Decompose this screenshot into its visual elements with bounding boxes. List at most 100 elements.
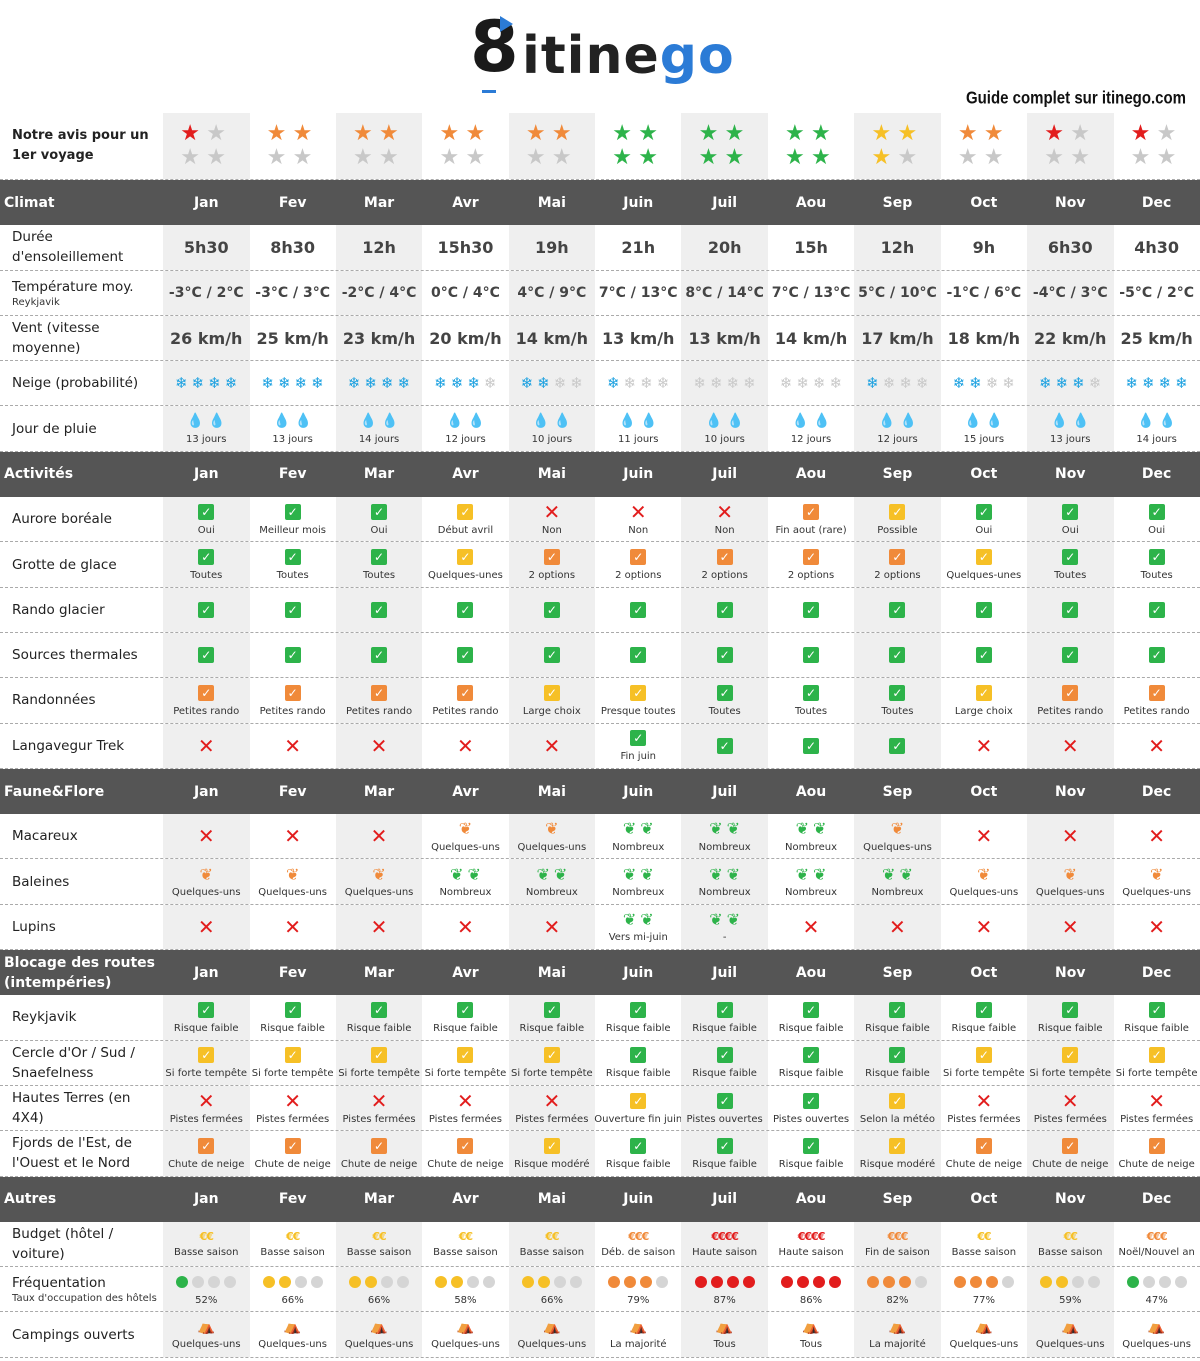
month-cell: ✕: [1113, 814, 1200, 858]
row-label-text: Lupins: [12, 918, 56, 935]
cell-caption: 2 options: [787, 570, 835, 582]
month-cell: ★ ★ ★ ★: [595, 113, 682, 179]
month-cell: ❄ ❄ ❄ ❄: [595, 361, 682, 405]
snow-level: ❄ ❄ ❄ ❄: [348, 374, 410, 392]
cross-icon: ✕: [716, 499, 734, 524]
status-icon: ✓: [284, 548, 301, 566]
month-cell: 12h: [854, 225, 941, 270]
month-cell: ★ ★ ★ ★: [941, 113, 1028, 179]
status-icon: ✓: [889, 646, 906, 664]
star-icon: ★: [638, 145, 658, 170]
occupancy-dot: [608, 1275, 621, 1288]
snowflake-icon: ❄: [553, 374, 567, 393]
month-cell: ✓: [854, 723, 941, 768]
cross-icon: ✕: [284, 733, 302, 758]
status-icon: ✓: [1062, 601, 1079, 619]
month-cell: ✓ Petites rando: [422, 678, 509, 722]
month-header: Dec: [1141, 466, 1172, 483]
month-cell: ✓ Quelques-unes: [941, 542, 1028, 586]
month-cell: -3°C / 2°C: [163, 270, 250, 315]
month-cell: ⛺ Quelques-uns: [941, 1312, 1028, 1356]
animal-icon: ❦: [458, 819, 473, 839]
data-row: Cercle d'Or / Sud / Snaefelness ✓ Si forte…: [0, 1040, 1200, 1086]
cell-value: 26 km/h: [170, 328, 243, 348]
snow-level: ❄ ❄ ❄ ❄: [1039, 374, 1101, 392]
raindrop-icon: 💧: [1158, 413, 1177, 430]
month-cell: Mai: [508, 180, 596, 226]
cell-value: 4°C / 9°C: [517, 284, 587, 301]
cell-value: 14 km/h: [515, 328, 589, 348]
fauna-icons: ❦ ❦: [796, 865, 827, 884]
cell-value: 22 km/h: [1034, 328, 1107, 348]
snowflake-icon: ❄: [743, 374, 756, 393]
cell-caption: Selon la météo: [859, 1113, 935, 1125]
month-cell: ✓ Chute de neige: [1027, 1131, 1114, 1176]
snowflake-icon: ❄: [1088, 374, 1102, 393]
month-cell: ✓ Chute de neige: [249, 1131, 336, 1175]
month-cell: 5°C / 10°C: [854, 270, 941, 315]
section-header: Blocage des routes (intempéries) Jan Fev Ma…: [0, 950, 1200, 996]
cell-caption: Petites rando: [1123, 705, 1190, 717]
cell-caption: Noël/Nouvel an: [1118, 1246, 1195, 1258]
month-cell: ❦ Quelques-uns: [249, 859, 336, 903]
month-cell: ✓ Toutes: [768, 678, 855, 722]
tent-icon: ⛺: [629, 1319, 647, 1336]
status-icon: ✓: [716, 684, 733, 702]
month-cell: Dec: [1113, 1176, 1200, 1222]
check-icon: ✓: [716, 601, 733, 618]
month-cell: ✓: [163, 632, 250, 678]
occupancy-dot: [569, 1275, 582, 1288]
row-label-text: Campings ouverts: [12, 1326, 135, 1343]
month-cell: 6h30: [1027, 225, 1114, 270]
month-cell: 💧 💧 15 jours: [941, 406, 1028, 450]
check-icon: ✓: [1062, 601, 1079, 618]
month-cell: Mar: [335, 1176, 423, 1222]
raindrop-icon: 💧: [273, 413, 291, 430]
cell-value: 7°C / 13°C: [598, 284, 678, 301]
month-cell: Juil: [681, 1176, 768, 1222]
month-cell: Fev: [249, 451, 336, 498]
cell-caption: Toutes: [1140, 570, 1173, 582]
star-icon: ★: [724, 121, 745, 146]
month-cell: Aou: [767, 950, 855, 996]
status-icon: ✓: [1062, 646, 1079, 664]
raindrop-icon: 💧: [640, 413, 658, 430]
status-icon: ✕: [543, 1091, 560, 1111]
star-icon: ★: [957, 145, 978, 170]
month-cell: ✕ Pistes fermées: [1113, 1086, 1200, 1130]
month-cell: ✓ Début avril: [422, 497, 509, 541]
month-cell: ❦ ❦ Nombreux: [422, 859, 509, 903]
tent-icon: ⛺: [715, 1319, 734, 1336]
data-row: Lupins ✕ ✕ ✕ ✕ ✕ ❦ ❦ Vers mi-juin ❦ ❦ - ✕ ✕ ✕ ✕ ✕: [0, 904, 1200, 951]
month-cell: ✕ Pistes fermées: [335, 1085, 423, 1131]
month-cell: ❄ ❄ ❄ ❄: [681, 361, 768, 406]
month-cell: 7°C / 13°C: [768, 271, 855, 315]
status-icon: ✓: [371, 503, 388, 521]
animal-icon: ❦: [890, 819, 905, 839]
cell-caption: Petites rando: [346, 705, 413, 717]
month-cell: Fev: [249, 180, 336, 226]
occupancy-dot: [521, 1275, 534, 1288]
status-icon: ✓: [803, 601, 820, 619]
snowflake-icon: ❄: [347, 374, 361, 393]
rain-icons: 💧 💧: [1137, 412, 1176, 430]
fauna-icons: ✕: [284, 917, 301, 937]
fauna-icons: ✕: [975, 826, 992, 846]
cell-caption: 77%: [972, 1294, 995, 1306]
month-cell: ❦ ❦ Nombreux: [508, 859, 596, 904]
cross-icon: ✕: [1061, 1088, 1079, 1113]
snowflake-icon: ❄: [397, 374, 411, 393]
fauna-icons: ✕: [198, 917, 215, 937]
month-header: Oct: [970, 783, 998, 800]
cell-value: 12h: [362, 237, 396, 257]
price-level: €€€: [1146, 1229, 1168, 1243]
guide-link[interactable]: Guide complet sur itinego.com: [965, 88, 1186, 109]
check-icon: ✓: [198, 1047, 215, 1064]
month-cell: ⛺ La majorité: [595, 1312, 682, 1356]
fauna-icons: ❦ ❦: [623, 910, 654, 929]
check-icon: ✓: [457, 1001, 474, 1018]
occupancy-dot: [969, 1275, 982, 1288]
month-cell: Avr: [422, 451, 509, 498]
snowflake-icon: ❄: [520, 374, 534, 393]
cell-caption: Si forte tempête: [510, 1068, 593, 1080]
